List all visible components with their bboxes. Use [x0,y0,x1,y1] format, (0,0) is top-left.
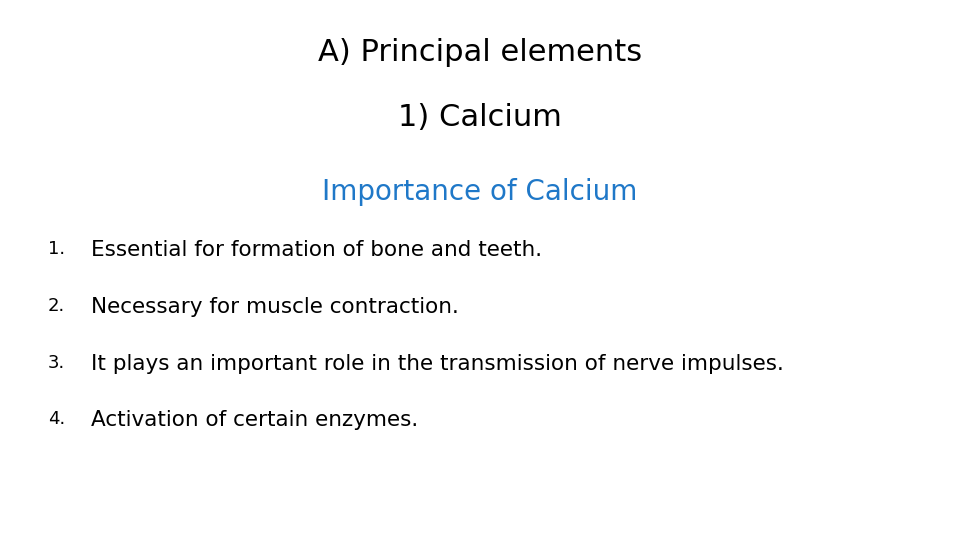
Text: Necessary for muscle contraction.: Necessary for muscle contraction. [91,297,459,317]
Text: Importance of Calcium: Importance of Calcium [323,178,637,206]
Text: 3.: 3. [48,354,65,372]
Text: 2.: 2. [48,297,65,315]
Text: 1) Calcium: 1) Calcium [398,103,562,132]
Text: 4.: 4. [48,410,65,428]
Text: A) Principal elements: A) Principal elements [318,38,642,67]
Text: 1.: 1. [48,240,65,258]
Text: It plays an important role in the transmission of nerve impulses.: It plays an important role in the transm… [91,354,784,374]
Text: Activation of certain enzymes.: Activation of certain enzymes. [91,410,419,430]
Text: Essential for formation of bone and teeth.: Essential for formation of bone and teet… [91,240,542,260]
